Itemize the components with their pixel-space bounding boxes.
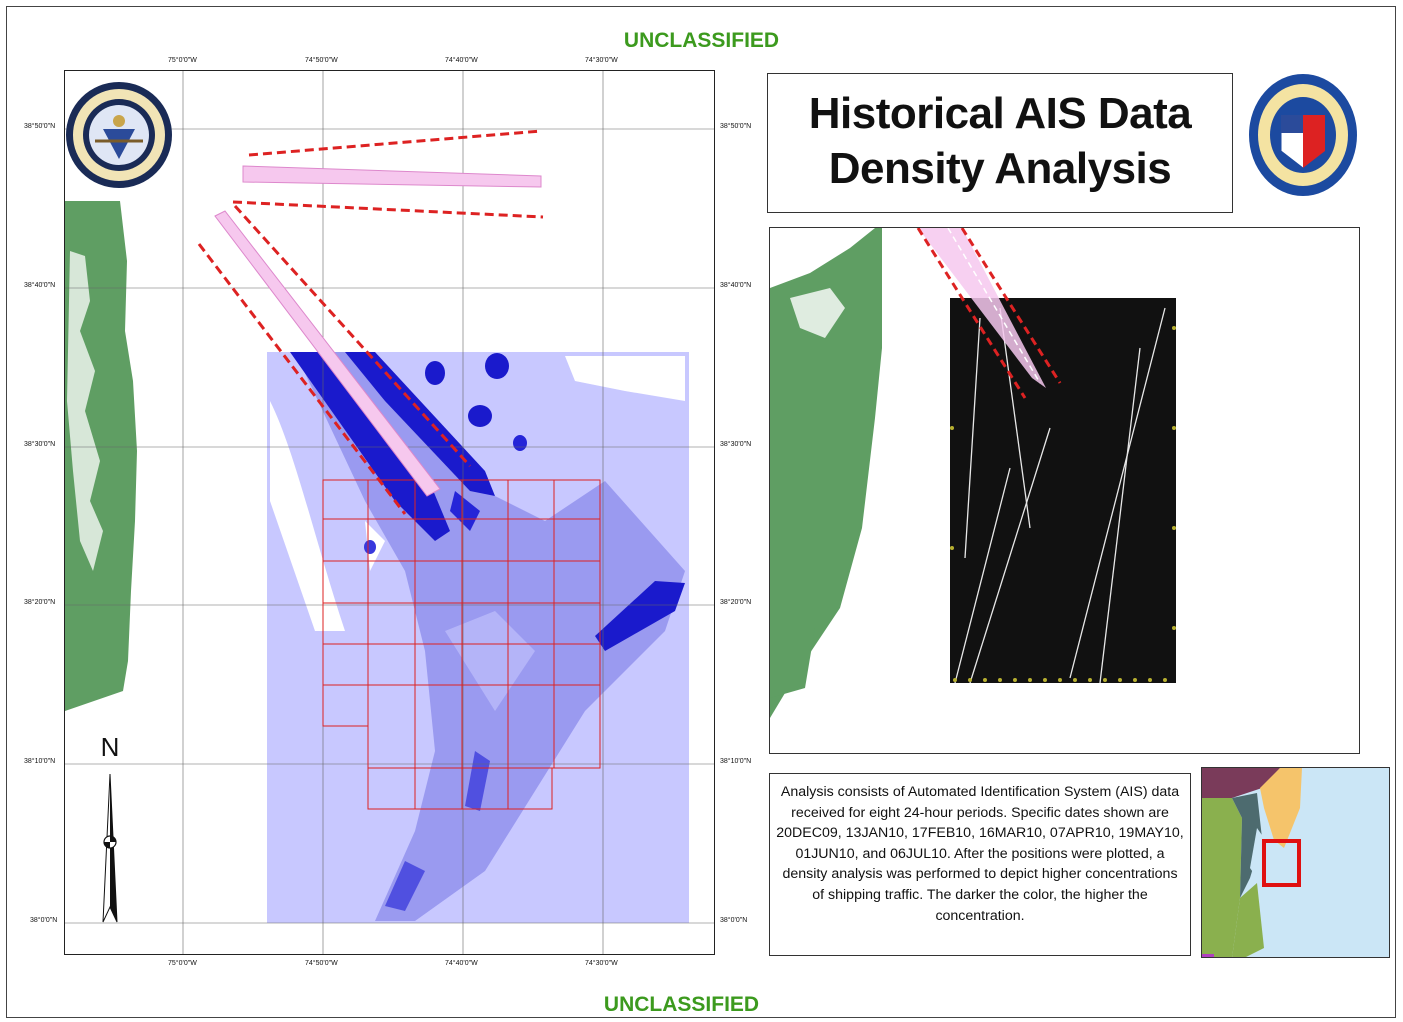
density-raster-high — [290, 352, 450, 541]
lat-tick-left-1: 38°50'0"N — [24, 123, 56, 130]
classification-bottom: UNCLASSIFIED — [603, 993, 760, 1016]
lat-tick-right-3: 38°30'0"N — [720, 441, 752, 448]
lon-tick-bottom-2: 74°50'0"W — [305, 960, 338, 967]
lon-tick-bottom-3: 74°40'0"W — [445, 960, 478, 967]
lon-tick-top-1: 75°0'0"W — [168, 57, 197, 64]
title-line-1: Historical AIS Data — [808, 89, 1192, 138]
north-arrow-icon — [102, 773, 118, 923]
traffic-separation-lanes — [197, 129, 544, 515]
lat-tick-left-6: 38°0'0"N — [30, 917, 58, 924]
coastal-bays — [67, 251, 103, 571]
lat-tick-right-1: 38°50'0"N — [720, 123, 752, 130]
lon-tick-bottom-1: 75°0'0"W — [168, 960, 197, 967]
lon-tick-bottom-4: 74°30'0"W — [585, 960, 618, 967]
locator-map[interactable] — [1201, 767, 1390, 958]
lon-tick-top-3: 74°40'0"W — [445, 57, 478, 64]
locator-extent-box — [1262, 839, 1301, 887]
ais-track-svg — [770, 228, 1176, 718]
ais-track-mass — [950, 298, 1176, 683]
lon-tick-top-2: 74°50'0"W — [305, 57, 338, 64]
lat-tick-right-5: 38°10'0"N — [720, 758, 752, 765]
main-density-map[interactable] — [64, 70, 715, 955]
lat-tick-left-4: 38°20'0"N — [24, 599, 56, 606]
north-arrow: N — [95, 732, 125, 927]
lon-tick-top-4: 74°30'0"W — [585, 57, 618, 64]
title-box: Historical AIS Data Density Analysis — [767, 73, 1233, 213]
locator-svg — [1202, 768, 1389, 957]
ais-track-inset-map[interactable] — [769, 227, 1360, 754]
title-line-2: Density Analysis — [828, 144, 1172, 193]
lat-tick-right-6: 38°0'0"N — [720, 917, 748, 924]
uscg-intelligence-seal — [65, 81, 173, 189]
page-frame — [6, 6, 1396, 1018]
north-letter: N — [100, 732, 120, 762]
classification-top: UNCLASSIFIED — [623, 29, 780, 52]
lat-tick-right-4: 38°20'0"N — [720, 599, 752, 606]
analysis-description: Analysis consists of Automated Identific… — [769, 773, 1191, 956]
lat-tick-right-2: 38°40'0"N — [720, 282, 752, 289]
red-analysis-grid — [322, 479, 601, 810]
density-map-svg — [65, 71, 714, 954]
coastline-land — [65, 201, 137, 711]
fifth-coast-guard-district-seal — [1248, 73, 1358, 198]
lat-tick-left-3: 38°30'0"N — [24, 441, 56, 448]
lat-tick-left-5: 38°10'0"N — [24, 758, 56, 765]
lat-tick-left-2: 38°40'0"N — [24, 282, 56, 289]
